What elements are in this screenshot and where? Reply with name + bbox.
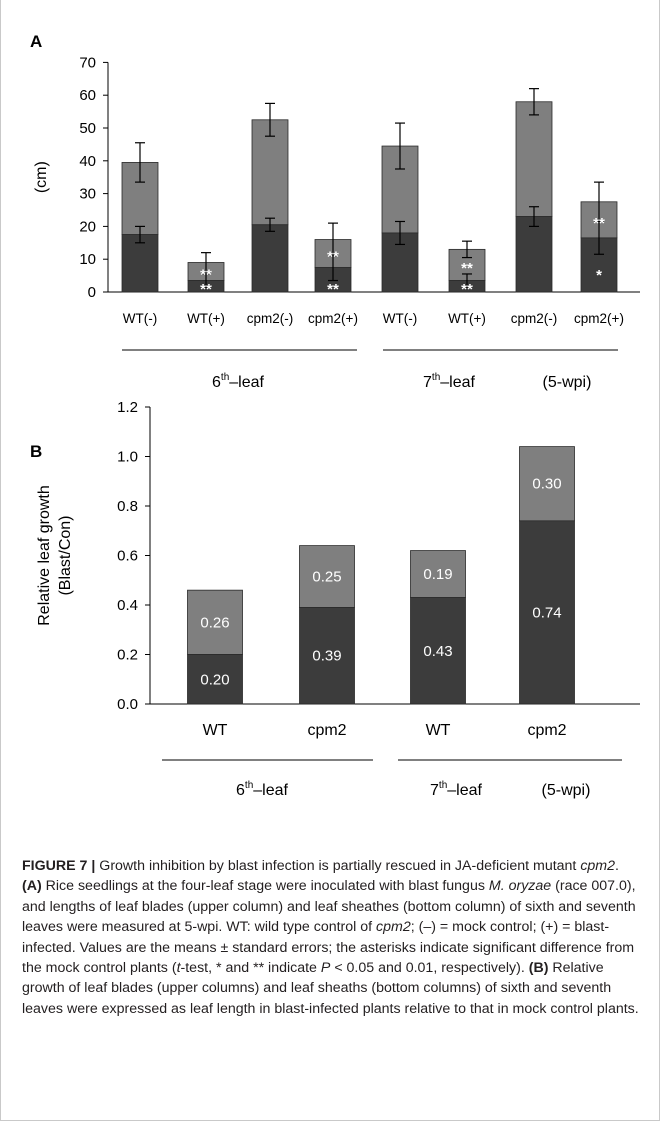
panel-a-errorbar-lower bbox=[135, 225, 145, 244]
caption-species: M. oryzae bbox=[488, 878, 552, 895]
caption-a-text5: < 0.05 and 0.01, respectively). bbox=[330, 960, 529, 977]
panel-b-group-label-6th: 6th–leaf bbox=[236, 780, 289, 799]
panel-a-y-tick-label: 30 bbox=[79, 186, 96, 203]
panel-b-category-label: cpm2 bbox=[527, 722, 566, 739]
panel-a-bar-lower bbox=[515, 216, 553, 293]
panel-a-errorbar-upper bbox=[395, 122, 405, 170]
panel-a-errorbar-lower bbox=[265, 217, 275, 232]
panel-a-significance-mark: ** bbox=[461, 281, 473, 298]
figure-caption: FIGURE 7 | Growth inhibition by blast in… bbox=[22, 856, 642, 1019]
panel-b-bar-lower bbox=[299, 607, 355, 705]
panel-b-data-label-lower: 0.39 bbox=[312, 648, 341, 665]
panel-b-y-tick-label: 1.0 bbox=[117, 449, 138, 466]
panel-a-y-tick-label: 70 bbox=[79, 54, 96, 71]
panel-b-y-tick-label: 0.8 bbox=[117, 498, 138, 515]
panel-a-group-label-7th: 7th–leaf bbox=[423, 372, 476, 391]
caption-p: P bbox=[320, 960, 331, 977]
panel-b-bar-upper bbox=[410, 550, 466, 598]
panel-a-errorbar-upper bbox=[265, 102, 275, 137]
panel-a-y-tick-label: 10 bbox=[79, 251, 96, 268]
panel-a-label: A bbox=[30, 32, 42, 51]
panel-b-data-label-lower: 0.43 bbox=[423, 643, 452, 660]
panel-a-wpi-note: (5-wpi) bbox=[543, 374, 592, 391]
panel-a-group-label-6th: 6th–leaf bbox=[212, 372, 265, 391]
panel-a-y-axis-label: (cm) bbox=[33, 161, 50, 193]
panel-b-y-tick-label: 0.4 bbox=[117, 597, 138, 614]
caption-a-text2: (race 007.0), and lengths of leaf blades… bbox=[22, 878, 636, 936]
caption-period: . bbox=[615, 858, 619, 874]
panel-b-category-label: WT bbox=[426, 722, 451, 739]
panel-a-significance-mark: * bbox=[596, 267, 602, 284]
panel-a-significance-mark: ** bbox=[200, 281, 212, 298]
panel-b-data-label-upper: 0.25 bbox=[312, 569, 341, 586]
panel-a-errorbar-lower bbox=[395, 220, 405, 246]
caption-a-text3: ; (–) = mock control; (+) = blast-infect… bbox=[22, 919, 635, 977]
panel-b-y-tick-label: 1.2 bbox=[117, 399, 138, 416]
panel-b-bar-upper bbox=[299, 545, 355, 608]
panel-a-significance-mark: ** bbox=[200, 267, 212, 284]
panel-b-wpi-note: (5-wpi) bbox=[542, 782, 591, 799]
panel-b-data-label-upper: 0.19 bbox=[423, 566, 452, 583]
panel-a-category-label: cpm2(+) bbox=[308, 311, 358, 326]
figure-charts: A 0 10 20 30 40 50 60 70 (cm) WT(-) WT(+) cpm2(-) cpm… bbox=[30, 32, 640, 799]
panel-a-errorbar-upper bbox=[529, 88, 539, 116]
caption-a-text4: -test, * and ** indicate bbox=[180, 960, 321, 977]
panel-a-category-label: cpm2(-) bbox=[247, 311, 294, 326]
caption-b-text: Relative growth of leaf blades (upper co… bbox=[22, 960, 639, 1017]
panel-a-category-label: WT(+) bbox=[448, 311, 486, 326]
panel-a-y-tick-label: 60 bbox=[79, 87, 96, 104]
panel-a-category-label: WT(+) bbox=[187, 311, 225, 326]
caption-a-label: (A) bbox=[22, 878, 42, 895]
panel-b-bar-lower bbox=[519, 520, 575, 705]
panel-b-data-label-lower: 0.74 bbox=[532, 604, 561, 621]
panel-a-bar-upper bbox=[251, 119, 289, 226]
panel-b-y-tick-label: 0.0 bbox=[117, 696, 138, 713]
caption-mutant: cpm2 bbox=[580, 858, 616, 874]
panel-b-bar-upper bbox=[519, 446, 575, 522]
panel-a-significance-mark: ** bbox=[327, 281, 339, 298]
panel-b-category-label: cpm2 bbox=[307, 722, 346, 739]
panel-a-errorbar-upper bbox=[201, 252, 211, 273]
panel-a-y-tick-label: 0 bbox=[88, 284, 96, 301]
panel-a-errorbar-lower bbox=[594, 220, 604, 255]
panel-a-errorbar-lower bbox=[529, 206, 539, 227]
panel-a-bar-lower bbox=[121, 234, 159, 293]
panel-a-y-tick-label: 50 bbox=[79, 120, 96, 137]
panel-a-significance-mark: ** bbox=[327, 248, 339, 265]
panel-a-bar-lower bbox=[251, 224, 289, 293]
caption-mutant2: cpm2 bbox=[376, 919, 411, 936]
panel-b-data-label-upper: 0.30 bbox=[532, 476, 561, 493]
panel-a-significance-mark: ** bbox=[593, 215, 605, 232]
panel-a-category-label: WT(-) bbox=[383, 311, 417, 326]
caption-figure-label: FIGURE 7 | bbox=[22, 858, 96, 874]
panel-b-label: B bbox=[30, 442, 42, 461]
panel-a-category-label: cpm2(+) bbox=[574, 311, 624, 326]
panel-a-bar-upper bbox=[515, 101, 553, 217]
panel-b-data-label-upper: 0.26 bbox=[200, 614, 229, 631]
panel-b-y-tick-label: 0.2 bbox=[117, 647, 138, 664]
panel-a-category-label: WT(-) bbox=[123, 311, 157, 326]
caption-intro: Growth inhibition by blast infection is … bbox=[95, 858, 581, 874]
caption-t-italic: t bbox=[176, 960, 181, 977]
panel-b-y-tick-label: 0.6 bbox=[117, 548, 138, 565]
panel-b-bar-upper bbox=[187, 589, 243, 655]
panel-b-category-label: WT bbox=[203, 722, 228, 739]
caption-b-label: (B) bbox=[528, 960, 549, 977]
panel-a-errorbar-upper bbox=[135, 142, 145, 183]
panel-b-y-axis-label: Relative leaf growth (Blast/Con) bbox=[36, 485, 74, 626]
panel-b-group-label-7th: 7th–leaf bbox=[430, 780, 483, 799]
panel-b-bar-lower bbox=[410, 597, 466, 705]
panel-a-category-label: cpm2(-) bbox=[511, 311, 558, 326]
panel-a-errorbar-lower bbox=[328, 253, 338, 282]
panel-a-errorbar-lower bbox=[201, 273, 211, 288]
panel-a-y-tick-label: 40 bbox=[79, 153, 96, 170]
panel-b-data-label-lower: 0.20 bbox=[200, 671, 229, 688]
panel-a-y-tick-label: 20 bbox=[79, 218, 96, 235]
caption-a-text1: Rice seedlings at the four-leaf stage we… bbox=[41, 878, 489, 895]
panel-b-bar-lower bbox=[187, 654, 243, 705]
panel-a-errorbar-lower bbox=[462, 273, 472, 288]
panel-a-errorbar-upper bbox=[462, 240, 472, 259]
panel-a-significance-mark: ** bbox=[461, 260, 473, 277]
